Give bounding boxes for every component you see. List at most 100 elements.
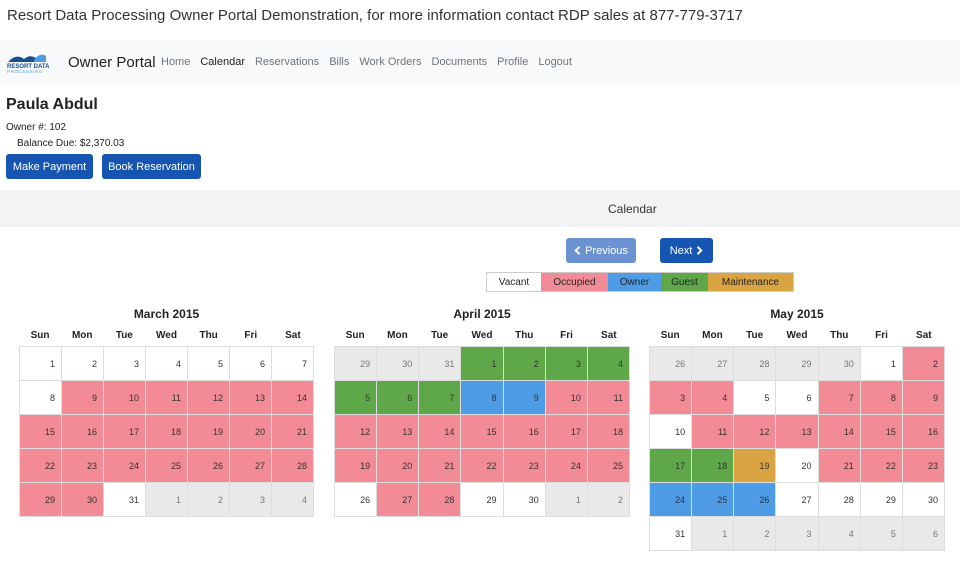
day-cell[interactable]: 1 xyxy=(20,347,62,381)
day-cell[interactable]: 31 xyxy=(104,483,146,517)
next-button[interactable]: Next xyxy=(660,238,713,263)
day-cell[interactable]: 23 xyxy=(902,449,945,483)
day-cell[interactable]: 17 xyxy=(104,415,146,449)
day-cell[interactable]: 25 xyxy=(146,449,188,483)
day-cell[interactable]: 4 xyxy=(146,347,188,381)
day-cell[interactable]: 22 xyxy=(860,449,903,483)
day-cell[interactable]: 1 xyxy=(461,347,504,381)
day-cell[interactable]: 16 xyxy=(62,415,104,449)
day-cell[interactable]: 19 xyxy=(734,449,777,483)
day-cell[interactable]: 29 xyxy=(860,483,903,517)
day-cell[interactable]: 30 xyxy=(62,483,104,517)
day-cell[interactable]: 30 xyxy=(818,347,861,381)
day-cell[interactable]: 4 xyxy=(587,347,630,381)
day-cell[interactable]: 20 xyxy=(776,449,819,483)
day-cell[interactable]: 3 xyxy=(230,483,272,517)
day-cell[interactable]: 28 xyxy=(818,483,861,517)
day-cell[interactable]: 25 xyxy=(692,483,735,517)
day-cell[interactable]: 24 xyxy=(545,449,588,483)
nav-reservations[interactable]: Reservations xyxy=(254,56,320,68)
previous-button[interactable]: Previous xyxy=(566,238,636,263)
day-cell[interactable]: 4 xyxy=(272,483,314,517)
day-cell[interactable]: 28 xyxy=(272,449,314,483)
day-cell[interactable]: 7 xyxy=(272,347,314,381)
book-reservation-button[interactable]: Book Reservation xyxy=(102,154,201,179)
day-cell[interactable]: 14 xyxy=(272,381,314,415)
nav-bills[interactable]: Bills xyxy=(329,56,350,68)
day-cell[interactable]: 16 xyxy=(503,415,546,449)
day-cell[interactable]: 19 xyxy=(335,449,378,483)
day-cell[interactable]: 8 xyxy=(20,381,62,415)
day-cell[interactable]: 8 xyxy=(461,381,504,415)
day-cell[interactable]: 2 xyxy=(734,517,777,551)
day-cell[interactable]: 6 xyxy=(377,381,420,415)
day-cell[interactable]: 5 xyxy=(188,347,230,381)
day-cell[interactable]: 18 xyxy=(587,415,630,449)
day-cell[interactable]: 10 xyxy=(545,381,588,415)
day-cell[interactable]: 1 xyxy=(545,483,588,517)
day-cell[interactable]: 31 xyxy=(650,517,693,551)
day-cell[interactable]: 13 xyxy=(377,415,420,449)
day-cell[interactable]: 9 xyxy=(62,381,104,415)
day-cell[interactable]: 2 xyxy=(62,347,104,381)
day-cell[interactable]: 30 xyxy=(503,483,546,517)
resort-data-logo[interactable]: RESORT DATA PROCESSING xyxy=(6,51,62,73)
day-cell[interactable]: 4 xyxy=(692,381,735,415)
day-cell[interactable]: 11 xyxy=(146,381,188,415)
day-cell[interactable]: 6 xyxy=(902,517,945,551)
day-cell[interactable]: 27 xyxy=(230,449,272,483)
nav-documents[interactable]: Documents xyxy=(431,56,488,68)
day-cell[interactable]: 9 xyxy=(902,381,945,415)
day-cell[interactable]: 29 xyxy=(461,483,504,517)
make-payment-button[interactable]: Make Payment xyxy=(6,154,93,179)
day-cell[interactable]: 28 xyxy=(419,483,462,517)
day-cell[interactable]: 27 xyxy=(776,483,819,517)
day-cell[interactable]: 26 xyxy=(734,483,777,517)
day-cell[interactable]: 12 xyxy=(734,415,777,449)
day-cell[interactable]: 18 xyxy=(146,415,188,449)
day-cell[interactable]: 2 xyxy=(587,483,630,517)
day-cell[interactable]: 17 xyxy=(650,449,693,483)
day-cell[interactable]: 26 xyxy=(335,483,378,517)
nav-calendar[interactable]: Calendar xyxy=(200,56,245,68)
day-cell[interactable]: 6 xyxy=(230,347,272,381)
day-cell[interactable]: 10 xyxy=(650,415,693,449)
day-cell[interactable]: 31 xyxy=(419,347,462,381)
day-cell[interactable]: 16 xyxy=(902,415,945,449)
day-cell[interactable]: 7 xyxy=(818,381,861,415)
day-cell[interactable]: 2 xyxy=(188,483,230,517)
day-cell[interactable]: 5 xyxy=(860,517,903,551)
day-cell[interactable]: 2 xyxy=(902,347,945,381)
day-cell[interactable]: 17 xyxy=(545,415,588,449)
day-cell[interactable]: 18 xyxy=(692,449,735,483)
nav-work-orders[interactable]: Work Orders xyxy=(359,56,422,68)
day-cell[interactable]: 7 xyxy=(419,381,462,415)
day-cell[interactable]: 12 xyxy=(188,381,230,415)
day-cell[interactable]: 27 xyxy=(377,483,420,517)
day-cell[interactable]: 21 xyxy=(818,449,861,483)
day-cell[interactable]: 20 xyxy=(377,449,420,483)
brand-title[interactable]: Owner Portal xyxy=(68,54,156,71)
day-cell[interactable]: 24 xyxy=(104,449,146,483)
day-cell[interactable]: 6 xyxy=(776,381,819,415)
day-cell[interactable]: 29 xyxy=(335,347,378,381)
nav-logout[interactable]: Logout xyxy=(538,56,572,68)
day-cell[interactable]: 20 xyxy=(230,415,272,449)
day-cell[interactable]: 22 xyxy=(20,449,62,483)
day-cell[interactable]: 15 xyxy=(20,415,62,449)
day-cell[interactable]: 15 xyxy=(461,415,504,449)
day-cell[interactable]: 21 xyxy=(272,415,314,449)
day-cell[interactable]: 2 xyxy=(503,347,546,381)
day-cell[interactable]: 26 xyxy=(188,449,230,483)
day-cell[interactable]: 29 xyxy=(20,483,62,517)
day-cell[interactable]: 3 xyxy=(104,347,146,381)
day-cell[interactable]: 3 xyxy=(776,517,819,551)
day-cell[interactable]: 19 xyxy=(188,415,230,449)
day-cell[interactable]: 5 xyxy=(734,381,777,415)
day-cell[interactable]: 1 xyxy=(146,483,188,517)
day-cell[interactable]: 13 xyxy=(230,381,272,415)
day-cell[interactable]: 24 xyxy=(650,483,693,517)
day-cell[interactable]: 4 xyxy=(818,517,861,551)
day-cell[interactable]: 1 xyxy=(692,517,735,551)
day-cell[interactable]: 11 xyxy=(692,415,735,449)
